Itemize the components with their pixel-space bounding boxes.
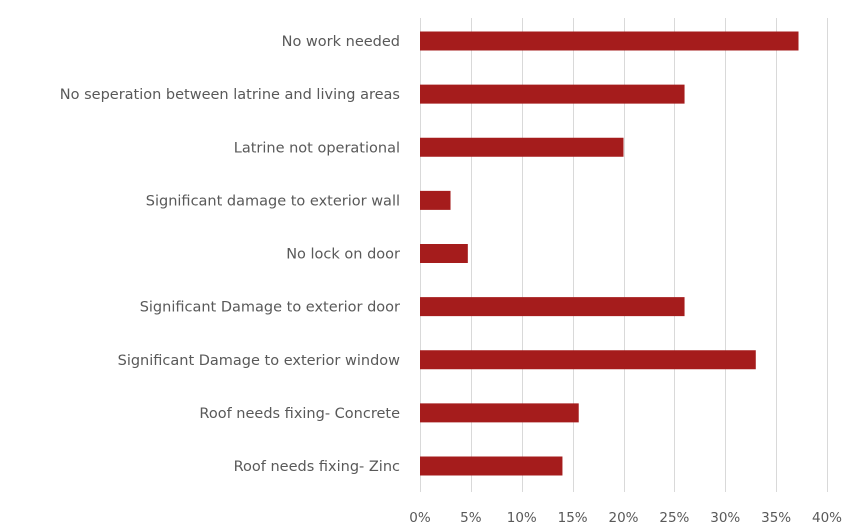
category-labels: No work needed No seperation between latr…	[60, 34, 400, 475]
category-label: No lock on door	[286, 247, 400, 263]
x-tick-label: 25%	[659, 510, 689, 526]
bar	[420, 350, 756, 370]
x-tick-label: 20%	[608, 510, 638, 526]
bar	[420, 31, 799, 51]
category-label: Significant Damage to exterior door	[140, 300, 400, 316]
bar	[420, 403, 579, 423]
bar	[420, 297, 685, 317]
bar	[420, 244, 468, 263]
x-tick-label: 35%	[761, 510, 791, 526]
x-axis-tick-labels: 0% 5% 10% 15% 20% 25% 30% 35% 40%	[409, 510, 842, 526]
x-tick-label: 5%	[460, 510, 482, 526]
bar	[420, 456, 563, 476]
x-tick-label: 0%	[409, 510, 431, 526]
bar	[420, 190, 451, 210]
category-label: Significant Damage to exterior window	[118, 353, 401, 369]
category-label: No work needed	[282, 34, 400, 50]
category-label: No seperation between latrine and living…	[60, 87, 400, 103]
x-tick-label: 40%	[812, 510, 842, 526]
category-label: Roof needs fixing- Zinc	[234, 459, 400, 475]
x-tick-label: 30%	[710, 510, 740, 526]
bar	[420, 137, 624, 157]
category-label: Roof needs fixing- Concrete	[199, 406, 400, 422]
x-tick-label: 15%	[558, 510, 588, 526]
bar	[420, 84, 685, 104]
x-tick-label: 10%	[507, 510, 537, 526]
category-label: Significant damage to exterior wall	[146, 193, 400, 209]
category-label: Latrine not operational	[234, 140, 400, 156]
bars	[420, 31, 799, 476]
